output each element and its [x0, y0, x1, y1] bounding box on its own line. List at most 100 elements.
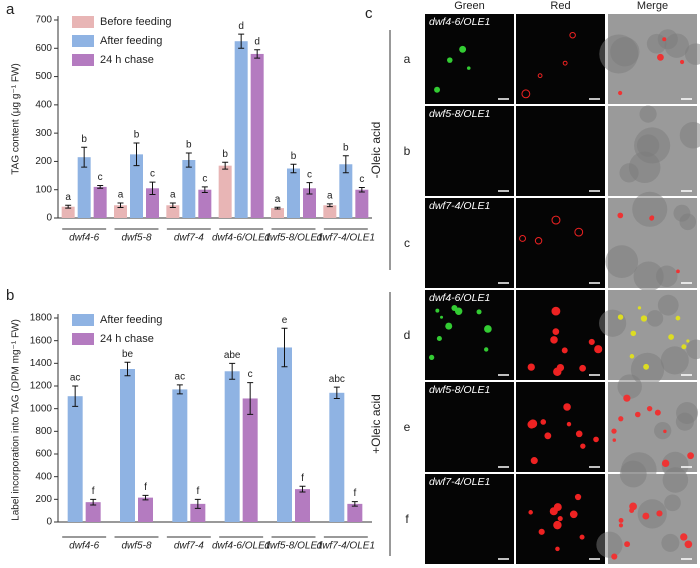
droplet	[624, 541, 631, 548]
droplet	[593, 436, 599, 443]
sample-label: dwf7-4/OLE1	[429, 476, 490, 488]
legend-label: 24 h chase	[100, 333, 154, 345]
droplet	[561, 347, 568, 354]
significance-letter: a	[327, 190, 333, 201]
bar	[303, 188, 316, 218]
y-axis-label: TAG content (μg g⁻¹ FW)	[11, 63, 22, 174]
droplet	[675, 315, 681, 321]
bar	[339, 164, 353, 218]
x-tick-label: dwf7-4/OLE1	[317, 541, 375, 552]
droplet	[657, 53, 664, 61]
bar	[271, 208, 284, 218]
droplet	[617, 314, 624, 320]
droplet	[538, 528, 545, 535]
y-tick-label: 100	[35, 184, 52, 195]
droplet	[544, 432, 552, 440]
texture	[646, 33, 667, 54]
x-tick-label: dwf7-4	[174, 541, 204, 552]
texture	[617, 374, 642, 399]
droplet	[588, 338, 595, 345]
y-tick-label: 500	[35, 71, 52, 82]
droplet	[574, 227, 584, 237]
droplet	[553, 367, 562, 376]
error-bar	[342, 155, 349, 174]
error-bar	[117, 202, 124, 209]
droplet	[687, 452, 694, 460]
significance-letter: b	[134, 130, 140, 141]
droplet	[629, 354, 635, 359]
droplet	[562, 60, 568, 66]
panel-label: a	[6, 1, 15, 18]
error-bar	[299, 485, 306, 493]
droplet	[680, 533, 688, 541]
significance-letter: c	[202, 174, 207, 185]
bar	[347, 503, 363, 522]
bar	[146, 188, 159, 218]
bar	[114, 205, 127, 218]
column-header: Red	[550, 0, 570, 12]
significance-letter: f	[92, 486, 95, 497]
texture	[596, 531, 623, 558]
significance-letter: a	[170, 190, 176, 201]
bar	[138, 497, 153, 522]
error-bar	[90, 498, 97, 506]
group-label: +Oleic acid	[369, 394, 383, 454]
error-bar	[247, 382, 254, 415]
droplet	[447, 57, 453, 63]
texture	[664, 494, 681, 512]
droplet	[555, 546, 560, 552]
droplet	[662, 37, 667, 42]
legend-swatch	[72, 54, 94, 66]
error-bar	[238, 33, 245, 49]
y-axis-label: Label incorporation into TAG (DPM mg⁻¹ F…	[11, 319, 22, 521]
significance-letter: d	[238, 21, 244, 32]
bar	[323, 205, 337, 218]
droplet	[550, 336, 558, 344]
bar	[250, 53, 264, 218]
texture	[654, 422, 672, 440]
significance-letter: c	[248, 369, 253, 380]
droplet	[521, 89, 531, 99]
droplet	[575, 430, 583, 438]
error-bar	[306, 182, 313, 195]
bar	[234, 41, 248, 218]
bar	[198, 189, 212, 218]
droplet	[528, 419, 538, 428]
texture	[632, 191, 668, 227]
bar	[61, 206, 75, 218]
texture	[599, 309, 627, 337]
y-tick-label: 200	[35, 156, 52, 167]
droplet	[594, 345, 603, 354]
droplet	[557, 515, 563, 522]
droplet	[537, 73, 543, 79]
legend-swatch	[72, 314, 94, 326]
y-tick-label: 1800	[30, 313, 53, 324]
texture	[686, 339, 700, 360]
error-bar	[149, 181, 156, 196]
error-bar	[290, 163, 297, 174]
texture	[636, 134, 660, 157]
sample-label: dwf4-6/OLE1	[429, 292, 490, 304]
error-bar	[81, 146, 88, 168]
droplet	[640, 315, 648, 322]
x-tick-label: dwf4-6/OLE1	[212, 541, 270, 552]
droplet	[580, 443, 586, 449]
y-tick-label: 400	[35, 99, 52, 110]
significance-letter: d	[254, 36, 260, 47]
row-label: b	[404, 144, 411, 158]
error-bar	[281, 327, 288, 368]
y-tick-label: 0	[46, 213, 52, 224]
micrograph	[516, 14, 605, 104]
micrograph	[516, 106, 605, 196]
texture	[673, 204, 691, 222]
texture	[679, 121, 700, 149]
legend-label: After feeding	[100, 35, 162, 47]
droplet	[551, 215, 561, 225]
row-label: d	[404, 328, 411, 342]
significance-letter: c	[98, 172, 103, 183]
droplet	[451, 305, 458, 312]
significance-letter: abc	[329, 374, 345, 385]
legend-label: 24 h chase	[100, 54, 154, 66]
texture	[664, 33, 689, 58]
droplet	[579, 364, 586, 372]
